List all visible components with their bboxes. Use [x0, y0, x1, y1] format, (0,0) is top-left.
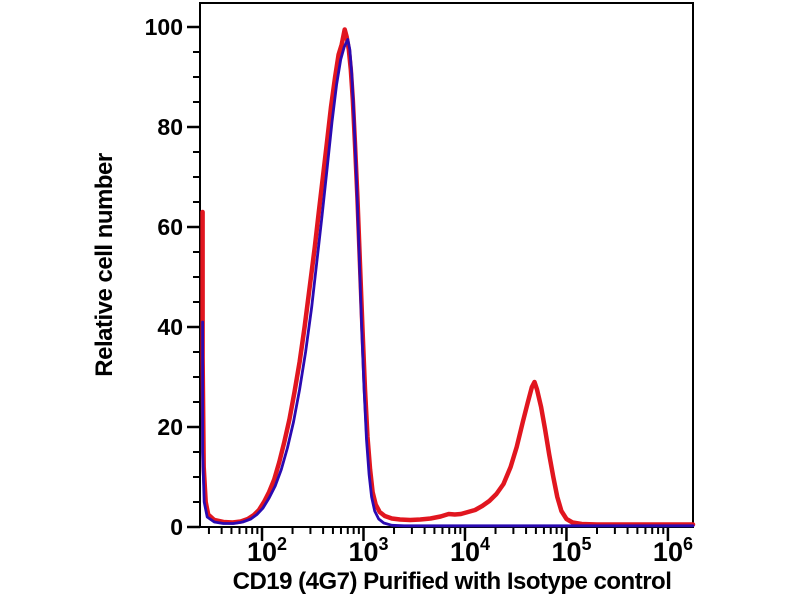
- axis-tick-labels: 0 20 40 60 80 100 102 103 104 105 106: [145, 14, 693, 567]
- y-tick-label: 100: [145, 14, 183, 40]
- y-tick-label: 20: [157, 414, 183, 440]
- plot-frame: [199, 2, 694, 528]
- series-curve-isotype-control: [201, 38, 695, 528]
- series-curve-cd19-4g7-purified: [200, 27, 696, 527]
- x-tick-label: 103: [348, 534, 388, 567]
- y-tick-label: 40: [157, 314, 183, 340]
- x-tick-label: 104: [450, 534, 490, 567]
- y-tick-label: 80: [157, 114, 183, 140]
- axis-ticks: [187, 25, 670, 541]
- y-tick-label: 60: [157, 214, 183, 240]
- histogram-curves: [200, 27, 696, 528]
- x-tick-label: 106: [653, 534, 693, 567]
- y-tick-label: 0: [170, 514, 183, 540]
- y-axis-title: Relative cell number: [91, 153, 118, 377]
- x-tick-label: 105: [551, 534, 591, 567]
- x-tick-label: 102: [247, 534, 287, 567]
- x-axis-title: CD19 (4G7) Purified with Isotype control: [233, 568, 672, 595]
